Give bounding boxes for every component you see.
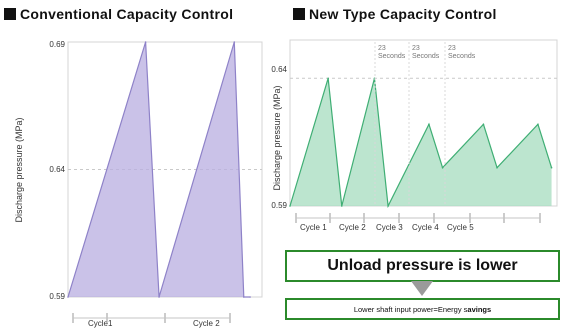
y-tick-label: 0.59 <box>49 292 65 301</box>
left-chart-title: Conventional Capacity Control <box>20 6 234 22</box>
black-square-icon <box>293 8 305 20</box>
data-point <box>441 166 444 169</box>
data-point <box>496 166 498 169</box>
data-point <box>67 296 69 298</box>
data-point <box>249 296 251 298</box>
interval-annotation-line: 23 <box>448 45 456 52</box>
black-square-icon <box>4 8 16 20</box>
data-point <box>144 41 147 43</box>
data-point <box>289 205 291 207</box>
x-category-label: Cycle 2 <box>339 223 366 232</box>
left-panel-title: Conventional Capacity Control <box>4 6 233 22</box>
y-tick-label: 0.69 <box>49 40 65 49</box>
interval-annotation: 23 Seconds <box>448 45 476 60</box>
series-area-0-0 <box>68 42 251 297</box>
series-line-0-0 <box>67 41 251 298</box>
data-point <box>242 296 245 298</box>
x-category-label: Cycle 3 <box>376 223 403 232</box>
energy-savings-callout: Lower shaft input power=Energy s avings <box>285 298 560 320</box>
y-tick-label: 0.64 <box>271 65 287 74</box>
right-chart-title: New Type Capacity Control <box>309 6 497 22</box>
data-point <box>387 205 389 207</box>
x-category-label: Cycle 5 <box>447 223 474 232</box>
data-point <box>537 123 539 126</box>
x-category-label: Cycle1 <box>88 319 113 328</box>
down-arrow-icon <box>411 281 433 296</box>
energy-callout-bold: avings <box>467 304 492 314</box>
interval-annotation-line: 23 <box>378 45 386 52</box>
interval-annotation-line: Seconds <box>448 53 476 60</box>
unload-callout-text: Unload pressure is lower <box>327 257 518 274</box>
right-panel-title: New Type Capacity Control <box>293 6 497 22</box>
data-point <box>327 77 329 80</box>
energy-callout-prefix: Lower shaft input power=Energy s <box>353 304 468 314</box>
data-point <box>158 296 160 298</box>
data-point <box>233 41 236 43</box>
y-axis-label: Discharge pressure (MPa) <box>14 117 24 222</box>
interval-annotation-line: Seconds <box>378 53 406 60</box>
interval-annotation-line: Seconds <box>412 53 440 60</box>
x-category-label: Cycle 4 <box>412 223 439 232</box>
series-area-1-0 <box>290 78 552 206</box>
interval-annotation: 23 Seconds <box>412 45 440 60</box>
x-category-label: Cycle 2 <box>193 319 220 328</box>
interval-annotation-line: 23 <box>412 45 420 52</box>
unload-pressure-callout: Unload pressure is lower <box>285 250 560 282</box>
x-category-label: Cycle 1 <box>300 223 327 232</box>
y-axis-label: Discharge pressure (MPa) <box>272 85 282 190</box>
interval-annotation: 23 Seconds <box>378 45 406 60</box>
data-point <box>482 123 485 126</box>
data-point <box>550 166 553 169</box>
y-tick-label: 0.59 <box>271 201 287 210</box>
data-point <box>340 205 343 207</box>
data-point <box>428 123 430 126</box>
y-tick-label: 0.64 <box>49 165 65 174</box>
